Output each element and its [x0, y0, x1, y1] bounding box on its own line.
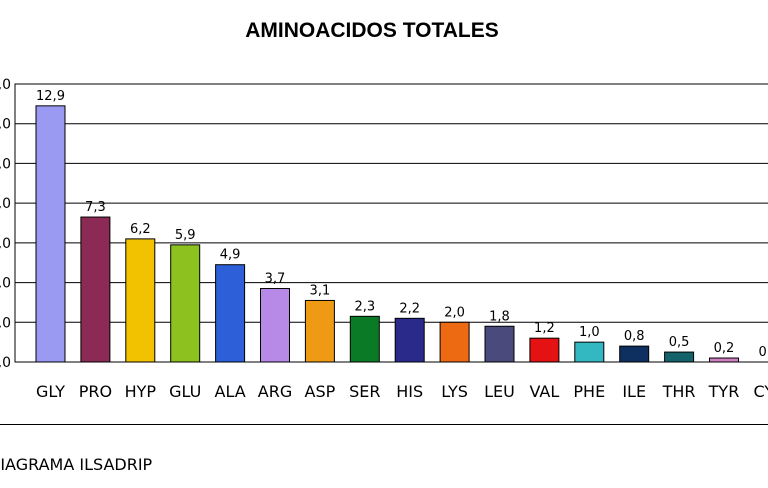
value-label: 2,0 — [444, 305, 465, 320]
bar-ser — [349, 315, 380, 363]
value-label: 0,5 — [669, 335, 690, 350]
bar-phe — [574, 341, 605, 363]
category-label: ILE — [622, 382, 646, 401]
bar-ile — [619, 345, 650, 363]
bar-pro — [80, 216, 111, 363]
bar-hyp — [125, 238, 156, 363]
category-label: CYS — [753, 382, 768, 401]
y-axis-ticks: 0,0 2,0 4,0 6,0 8,0 10,0 12,0 14,0 — [0, 77, 11, 371]
y-tick-label: 2,0 — [0, 315, 11, 331]
y-tick-label: 8,0 — [0, 196, 11, 212]
category-label: GLU — [169, 382, 201, 401]
bar-ala — [215, 264, 246, 363]
value-label: 0,0 — [759, 345, 768, 360]
bar-glu — [170, 244, 201, 363]
y-tick-label: 10,0 — [0, 156, 11, 172]
value-labels: 12,9 7,3 6,2 5,9 4,9 3,7 3,1 2,3 2,2 2,0 1,8 1,2 1,0… — [36, 89, 768, 360]
category-label: LEU — [484, 382, 515, 401]
value-label: 3,1 — [310, 283, 331, 298]
y-tick-label: 12,0 — [0, 117, 11, 133]
category-label: TYR — [708, 382, 740, 401]
value-label: 2,2 — [399, 301, 420, 316]
bar-his — [394, 317, 425, 363]
value-label: 0,2 — [714, 341, 735, 356]
category-labels: GLY PRO HYP GLU ALA ARG ASP SER HIS LYS LEU VAL PHE I… — [36, 382, 768, 401]
category-label: PHE — [573, 382, 605, 401]
chart-title: AMINOACIDOS TOTALES — [245, 19, 499, 42]
bar-gly — [35, 105, 66, 363]
bar-tyr — [709, 357, 739, 363]
value-label: 6,2 — [130, 222, 151, 237]
bar-leu — [484, 325, 515, 363]
category-label: PRO — [79, 382, 112, 401]
value-label: 4,9 — [220, 248, 241, 263]
y-tick-label: 14,0 — [0, 77, 11, 93]
category-label: GLY — [36, 382, 65, 401]
figure-caption: DIAGRAMA ILSADRIP — [0, 455, 153, 474]
category-label: LYS — [441, 382, 468, 401]
value-label: 3,7 — [265, 272, 286, 287]
value-label: 7,3 — [85, 200, 106, 215]
category-label: ASP — [305, 382, 336, 401]
value-label: 1,0 — [579, 325, 600, 340]
bar-thr — [664, 351, 695, 363]
y-tick-label: 6,0 — [0, 236, 11, 252]
category-label: HYP — [125, 382, 157, 401]
value-label: 0,8 — [624, 329, 645, 344]
gridlines — [15, 123, 768, 323]
category-label: SER — [349, 382, 380, 401]
y-tick-label: 0,0 — [0, 355, 11, 371]
value-label: 1,8 — [489, 309, 510, 324]
bar-asp — [304, 299, 335, 363]
bar-arg — [260, 288, 290, 363]
value-label: 1,2 — [534, 321, 555, 336]
value-label: 12,9 — [36, 89, 65, 104]
y-tick-label: 4,0 — [0, 276, 11, 292]
category-label: ARG — [258, 382, 292, 401]
bar-val — [529, 337, 560, 363]
category-label: ALA — [215, 382, 246, 401]
category-label: HIS — [396, 382, 423, 401]
value-label: 2,3 — [354, 299, 375, 314]
bar-lys — [439, 321, 470, 363]
value-label: 5,9 — [175, 228, 196, 243]
category-label: THR — [662, 382, 696, 401]
bars — [35, 105, 739, 363]
category-label: VAL — [530, 382, 560, 401]
